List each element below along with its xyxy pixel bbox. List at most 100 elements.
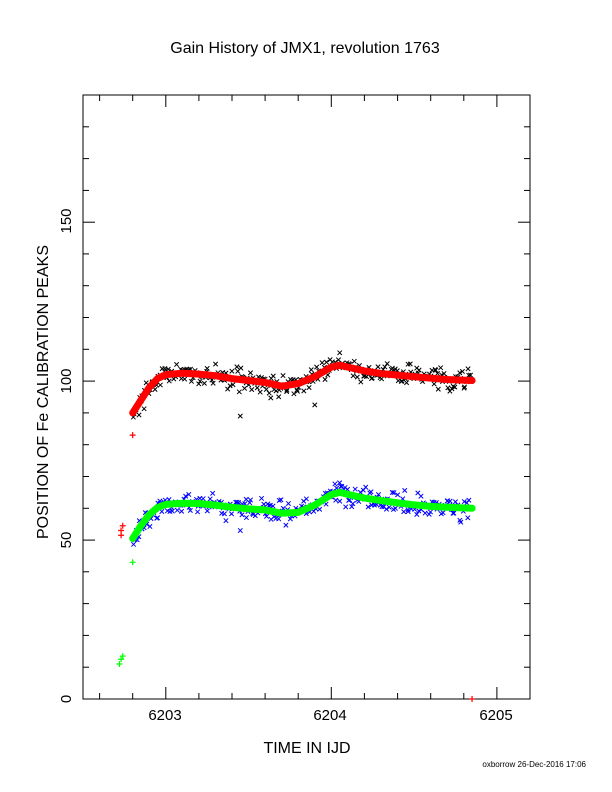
data-point [294,388,300,394]
data-point [365,504,371,510]
data-point [384,361,390,367]
data-point [119,522,126,529]
data-point [276,394,282,400]
data-point [332,481,338,487]
data-point [188,378,195,384]
data-point [434,370,441,377]
data-point [210,490,216,496]
trend-line [129,488,476,542]
data-point [204,508,210,514]
series-3 [129,488,476,542]
data-point [354,374,360,380]
data-point [278,497,284,503]
data-point [369,375,375,381]
data-point [229,368,235,374]
data-point [343,504,349,510]
data-point [118,656,125,663]
data-point [308,367,314,373]
data-point [261,501,267,507]
data-point [201,380,207,386]
y-axis-title: POSITION OF Fe CALIBRATION PEAKS [35,245,52,539]
data-point [187,507,193,513]
data-point [230,382,236,388]
data-point [466,372,472,378]
data-point [249,387,255,393]
data-point [435,386,441,392]
data-point [395,492,401,498]
data-point [204,365,210,372]
data-point [312,402,318,408]
data-point [301,388,307,394]
data-point [243,515,249,521]
data-point [450,510,456,516]
data-point [303,496,309,502]
data-point [183,493,189,499]
data-point [141,406,147,412]
data-point [200,496,206,502]
data-point [465,366,471,372]
y-tick-label-100: 100 [58,368,75,393]
data-point [422,510,428,516]
data-point [440,510,446,516]
data-point [283,522,289,528]
chart-title: Gain History of JMX1, revolution 1763 [170,40,440,57]
data-point [399,378,405,384]
data-point [287,516,293,522]
data-point [280,373,286,379]
data-point [237,527,243,534]
data-point [363,484,369,490]
series-5 [116,559,136,668]
data-point [116,661,123,668]
data-point [174,507,180,513]
data-point [368,489,374,495]
data-point [119,653,126,660]
data-point [451,510,457,516]
data-point [227,383,233,389]
data-point [391,490,397,496]
plot-border [82,94,531,700]
data-point [349,504,355,510]
x-tick-label-6203: 6203 [148,707,181,724]
data-point [276,516,282,522]
data-point [465,515,471,521]
data-point [236,389,242,395]
data-point [427,509,434,515]
x-tick-label-6205: 6205 [479,707,512,724]
data-point [147,523,153,530]
data-point [152,386,158,392]
data-point [404,380,410,386]
data-point [383,506,390,512]
data-point [317,506,323,512]
data-point [382,364,388,370]
data-point [284,389,290,395]
data-point [339,483,345,489]
data-point [182,376,188,382]
data-point [258,495,265,501]
data-point [335,357,342,363]
data-point [414,511,420,518]
data-point [337,498,343,504]
y-tick-label-150: 150 [58,208,75,233]
data-point [333,497,339,503]
data-point [416,508,422,514]
data-point [352,486,358,492]
data-point [447,498,453,504]
data-point [467,372,474,378]
data-point [306,384,312,391]
data-point [157,382,163,388]
data-point [234,364,240,370]
data-point [438,365,444,371]
data-point [239,512,245,518]
series-4 [118,432,476,702]
data-point [268,395,274,401]
data-point [263,386,269,393]
plot-frame [82,94,531,700]
data-point [323,359,330,365]
data-point [433,367,439,373]
x-tick-label-6204: 6204 [313,707,346,724]
data-point [401,509,407,515]
footer-credit: oxborrow 26-Dec-2016 17:06 [482,760,586,769]
data-point [461,384,468,390]
data-point [241,385,248,391]
